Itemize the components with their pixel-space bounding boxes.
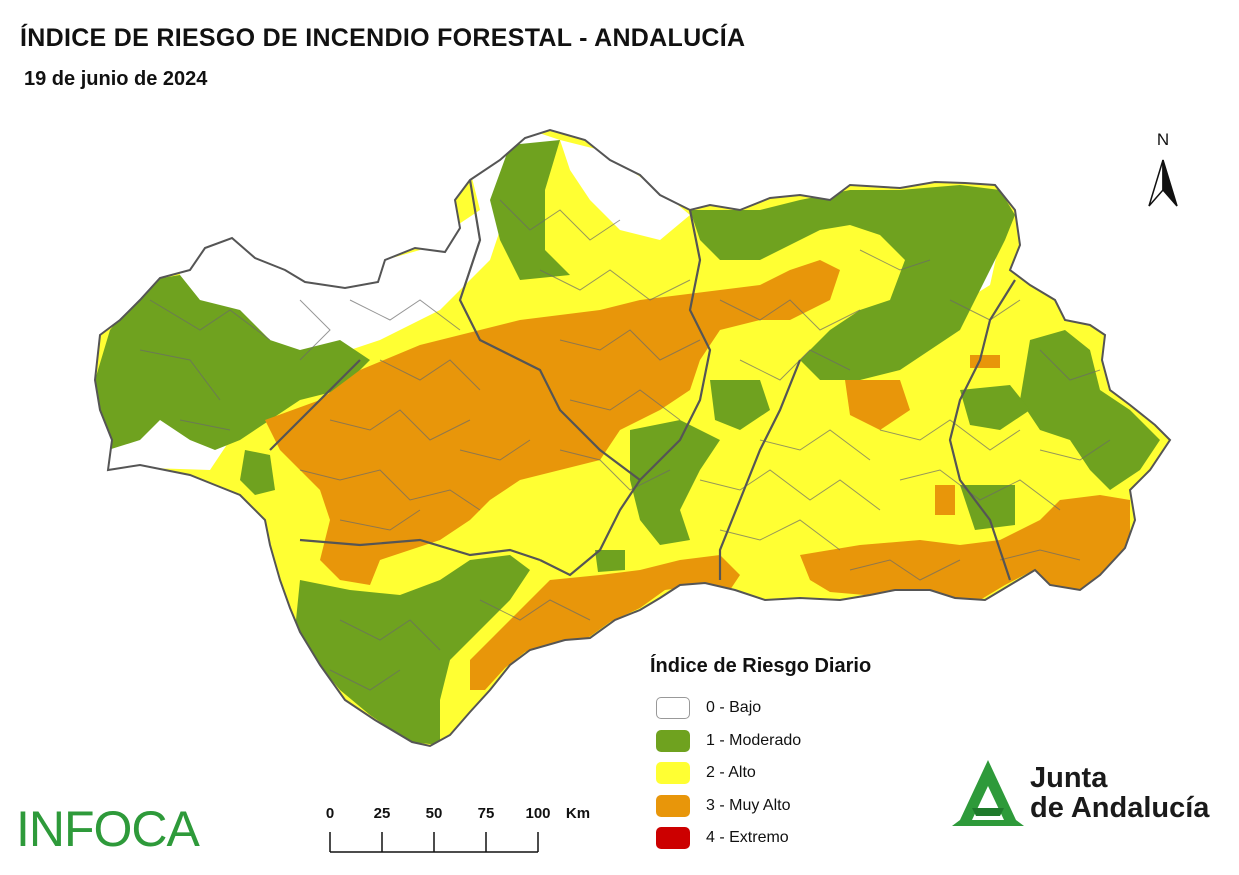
legend-item-alto: 2 - Alto	[650, 757, 950, 790]
scale-unit: Km	[566, 805, 590, 822]
infoca-logo: INFOCA	[16, 801, 200, 857]
andalucia-outline	[93, 128, 1172, 748]
provincial-boundaries	[269, 179, 1016, 581]
risk-muy-alto-patch-e	[935, 485, 955, 515]
municipal-boundaries	[139, 199, 1111, 691]
junta-andalucia-logo: Junta de Andalucía	[950, 758, 1220, 828]
legend: Índice de Riesgo Diario 0 - Bajo 1 - Mod…	[650, 655, 950, 855]
map-date: 19 de junio de 2024	[24, 68, 208, 90]
north-arrow-icon	[1148, 159, 1178, 207]
legend-label: 0 - Bajo	[706, 699, 762, 717]
junta-line2: de Andalucía	[1030, 792, 1210, 824]
risk-moderado-patch-s	[595, 550, 625, 572]
scale-bar: 0 25 50 75 100 Km	[326, 805, 590, 853]
legend-title: Índice de Riesgo Diario	[650, 655, 872, 677]
risk-muy-alto-granada-almeria-coast	[800, 495, 1130, 600]
legend-swatch-muy-alto	[656, 794, 690, 817]
junta-line1: Junta	[1030, 762, 1108, 794]
scale-tick-label: 75	[478, 805, 495, 822]
scale-line	[329, 832, 539, 853]
scale-tick-label: 100	[525, 805, 550, 822]
legend-item-muy-alto: 3 - Muy Alto	[650, 790, 950, 823]
risk-bajo-north	[560, 140, 690, 240]
risk-moderado-huelva	[95, 275, 370, 450]
map-title: ÍNDICE DE RIESGO DE INCENDIO FORESTAL - …	[20, 24, 746, 52]
risk-moderado-east	[1020, 330, 1160, 490]
legend-label: 1 - Moderado	[706, 731, 802, 749]
legend-label: 3 - Muy Alto	[706, 796, 791, 814]
legend-item-extremo: 4 - Extremo	[650, 822, 950, 855]
north-arrow: N	[1140, 130, 1190, 210]
risk-moderado-patch-se	[960, 485, 1015, 530]
risk-moderado-patch-e	[960, 385, 1030, 430]
risk-bajo-north-west	[180, 130, 560, 360]
risk-moderado-patch-w	[240, 450, 275, 495]
risk-muy-alto-patch-small	[970, 355, 1000, 368]
legend-item-bajo: 0 - Bajo	[650, 692, 950, 725]
scale-tick-label: 0	[326, 805, 334, 822]
risk-moderado-sierra-norte	[490, 140, 570, 280]
legend-label: 4 - Extremo	[706, 829, 789, 847]
legend-item-moderado: 1 - Moderado	[650, 725, 950, 758]
junta-emblem-icon	[952, 760, 1024, 826]
north-label: N	[1156, 130, 1170, 149]
legend-swatch-extremo	[656, 827, 690, 850]
risk-moderado-cadiz	[295, 555, 530, 745]
legend-swatch-moderado	[656, 729, 690, 752]
legend-swatch-bajo	[656, 697, 690, 720]
risk-moderado-patch-c	[710, 380, 770, 430]
scale-tick-label: 25	[374, 805, 391, 822]
legend-label: 2 - Alto	[706, 764, 756, 782]
risk-moderado-subbetica	[630, 420, 720, 545]
risk-moderado-jaen-north	[690, 185, 1015, 380]
scale-tick-label: 50	[426, 805, 443, 822]
legend-swatch-alto	[656, 762, 690, 785]
risk-muy-alto-patch-ne	[845, 380, 910, 430]
risk-muy-alto-central	[265, 260, 840, 585]
